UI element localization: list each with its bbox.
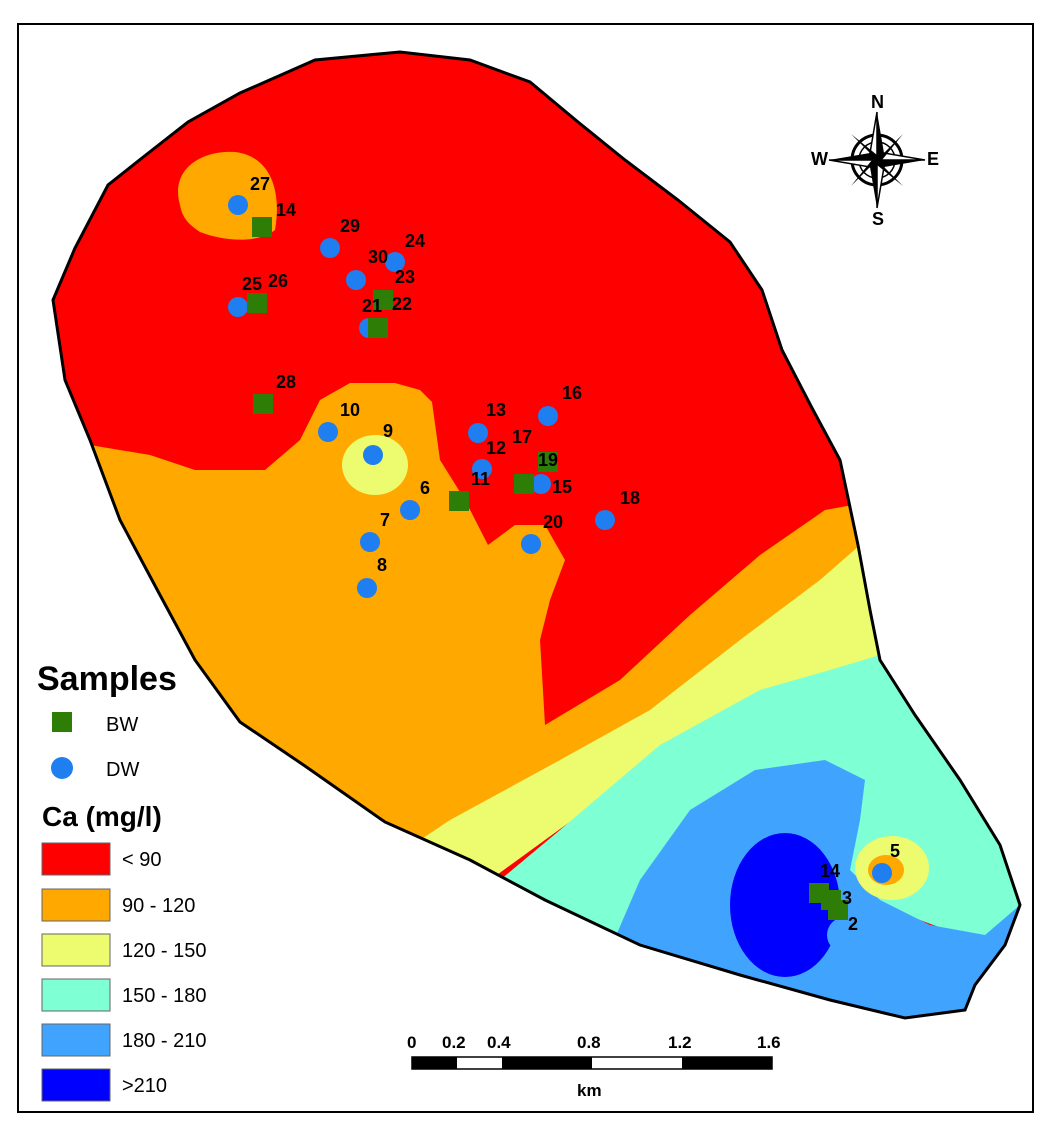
bw-label-19: 19 — [538, 450, 558, 470]
zone-150-180-notch — [827, 917, 863, 953]
scale-unit: km — [577, 1081, 602, 1100]
dw-label-7: 7 — [380, 510, 390, 530]
dw-point-5 — [872, 863, 892, 883]
study-area-outline — [51, 50, 1022, 1020]
dw-label-29: 29 — [340, 216, 360, 236]
dw-label-15: 15 — [552, 477, 572, 497]
map-frame — [17, 23, 1034, 1113]
legend-swatch-lt90 — [41, 842, 111, 876]
legend-label-150-180: 150 - 180 — [122, 985, 207, 1007]
dw-point-12 — [472, 459, 492, 479]
scale-tick-0: 0 — [407, 1033, 416, 1052]
ca-title: Ca (mg/l) — [42, 801, 162, 832]
dw-label-6: 6 — [420, 478, 430, 498]
bw-point-22 — [368, 318, 388, 338]
dw-label-10: 10 — [340, 400, 360, 420]
zone-9-yellow — [342, 435, 408, 495]
legend-swatch-90-120 — [41, 888, 111, 922]
dw-point-6 — [400, 500, 420, 520]
bw-point-19 — [514, 474, 534, 494]
dw-point-18 — [595, 510, 615, 530]
north-label: N — [871, 92, 884, 112]
legend-label-lt90: < 90 — [122, 849, 161, 871]
bw-label-17: 17 — [512, 427, 532, 447]
legend-bw-label: BW — [106, 714, 138, 736]
dw-label-13: 13 — [486, 400, 506, 420]
dw-label-27: 27 — [250, 174, 270, 194]
scale-tick-1.6: 1.6 — [757, 1033, 781, 1052]
dw-label-25: 25 — [242, 274, 262, 294]
legend-swatch-gt210 — [41, 1068, 111, 1102]
dw-label-9: 9 — [383, 421, 393, 441]
dw-label-30: 30 — [368, 247, 388, 267]
dw-point-25 — [228, 297, 248, 317]
legend-swatch-150-180 — [41, 978, 111, 1012]
bw-label-3: 3 — [842, 888, 852, 908]
dw-label-12: 12 — [486, 438, 506, 458]
bw-label-11: 11 — [471, 469, 490, 489]
bw-point-26 — [247, 293, 267, 313]
dw-point-7 — [360, 532, 380, 552]
samples-title: Samples — [37, 660, 177, 698]
dw-point-8 — [357, 578, 377, 598]
bw-point-28 — [253, 394, 273, 414]
legend-label-90-120: 90 - 120 — [122, 895, 195, 917]
dw-label-5: 5 — [890, 841, 900, 861]
zone-lt-210 — [730, 833, 840, 977]
zone-90-120 — [90, 383, 900, 860]
bw-point-14 — [252, 217, 272, 237]
scale-tick-0.2: 0.2 — [442, 1033, 466, 1052]
bw-label-26: 26 — [268, 271, 288, 291]
bw-point-11 — [449, 491, 469, 511]
legend-swatch-120-150 — [41, 933, 111, 967]
bw-point-2 — [828, 900, 848, 920]
bw-label-14: 14 — [276, 200, 296, 220]
legend-dw-label: DW — [106, 759, 139, 781]
legend-bw-swatch — [52, 712, 72, 732]
bw-point-17 — [538, 452, 558, 472]
dw-label-8: 8 — [377, 555, 387, 575]
dw-label-24: 24 — [405, 231, 425, 251]
dw-point-29 — [320, 238, 340, 258]
legend-label-120-150: 120 - 150 — [122, 940, 207, 962]
dw-point-20 — [521, 534, 541, 554]
north-arrow: N S E W — [811, 92, 939, 229]
scale-tick-1.2: 1.2 — [668, 1033, 692, 1052]
legend-dw-swatch — [51, 757, 73, 779]
legend-swatch-180-210 — [41, 1023, 111, 1057]
zone-120-150 — [420, 545, 880, 880]
legend-label-180-210: 180 - 210 — [122, 1030, 207, 1052]
bw-label-22: 22 — [392, 294, 412, 314]
bw-label-2: 2 — [848, 914, 858, 934]
bw-label-23: 23 — [395, 267, 415, 287]
dw-point-15 — [531, 474, 551, 494]
scale-tick-0.4: 0.4 — [487, 1033, 511, 1052]
scale-bar: 0 0.2 0.4 0.8 1.2 1.6 km — [407, 1033, 781, 1100]
scale-tick-0.8: 0.8 — [577, 1033, 601, 1052]
legend-label-gt210: >210 — [122, 1075, 167, 1097]
dw-label-16: 16 — [562, 383, 582, 403]
bw-label-14: 14 — [820, 861, 840, 881]
west-label: W — [811, 149, 828, 169]
dw-label-18: 18 — [620, 488, 640, 508]
bw-label-28: 28 — [276, 372, 296, 392]
dw-point-30 — [346, 270, 366, 290]
dw-label-20: 20 — [543, 512, 563, 532]
east-label: E — [927, 149, 939, 169]
dw-point-16 — [538, 406, 558, 426]
dw-label-21: 21 — [362, 296, 382, 316]
dw-point-13 — [468, 423, 488, 443]
dw-point-27 — [228, 195, 248, 215]
south-label: S — [872, 209, 884, 229]
bw-point-23 — [373, 290, 393, 310]
dw-point-9 — [363, 445, 383, 465]
dw-point-10 — [318, 422, 338, 442]
dw-point-24 — [385, 252, 405, 272]
legend: Samples BW DW Ca (mg/l) < 90 90 - 120 12… — [37, 660, 207, 1102]
